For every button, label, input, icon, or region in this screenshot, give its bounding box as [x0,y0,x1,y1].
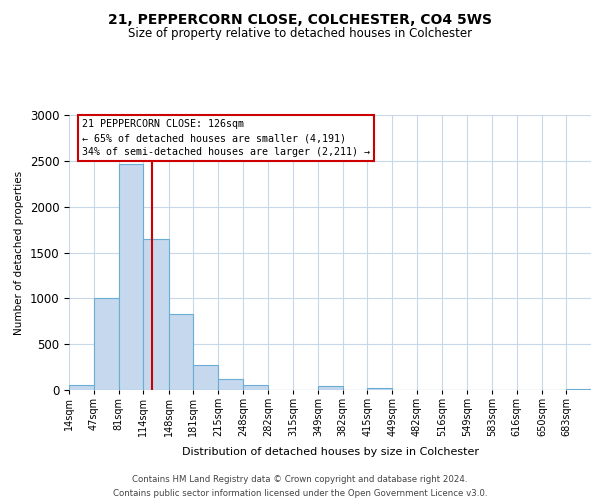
Bar [169,314,193,390]
Bar [566,389,591,390]
X-axis label: Distribution of detached houses by size in Colchester: Distribution of detached houses by size … [182,448,479,458]
Bar [119,164,143,390]
Bar [143,239,169,390]
Text: 21, PEPPERCORN CLOSE, COLCHESTER, CO4 5WS: 21, PEPPERCORN CLOSE, COLCHESTER, CO4 5W… [108,12,492,26]
Bar [69,385,94,390]
Bar [193,365,218,390]
Text: Size of property relative to detached houses in Colchester: Size of property relative to detached ho… [128,28,472,40]
Y-axis label: Number of detached properties: Number of detached properties [14,170,24,334]
Bar [243,385,268,390]
Text: Contains HM Land Registry data © Crown copyright and database right 2024.
Contai: Contains HM Land Registry data © Crown c… [113,476,487,498]
Bar [94,298,119,390]
Bar [367,388,392,390]
Bar [318,386,343,390]
Text: 21 PEPPERCORN CLOSE: 126sqm
← 65% of detached houses are smaller (4,191)
34% of : 21 PEPPERCORN CLOSE: 126sqm ← 65% of det… [82,119,370,157]
Bar [218,379,243,390]
